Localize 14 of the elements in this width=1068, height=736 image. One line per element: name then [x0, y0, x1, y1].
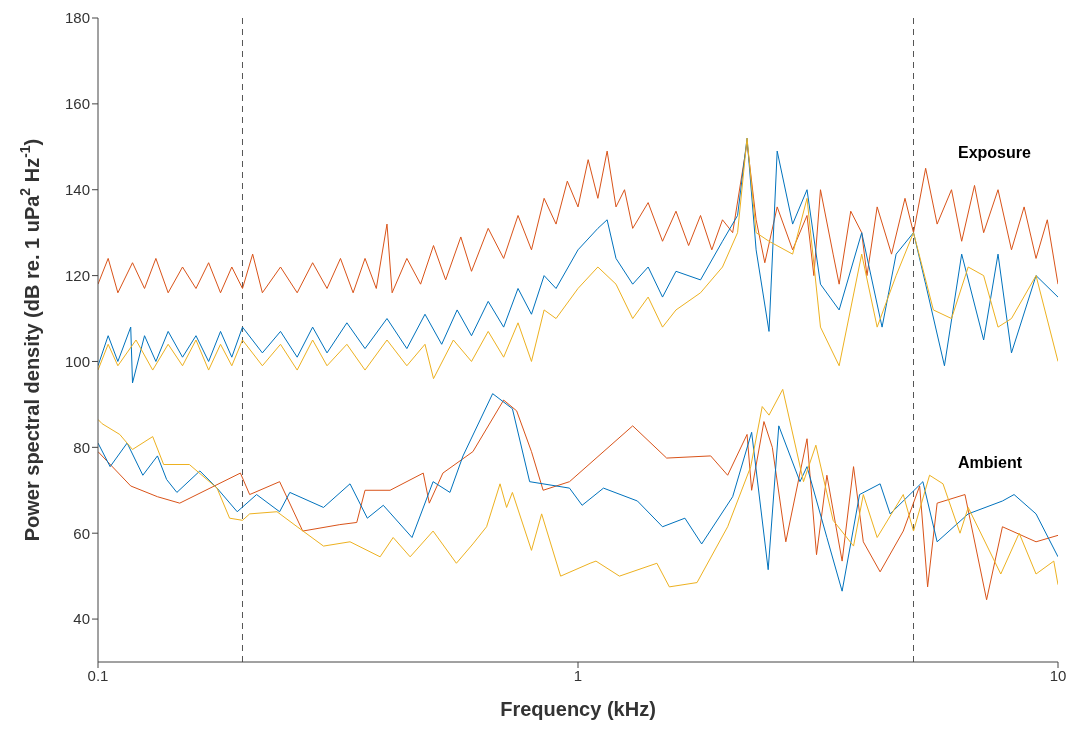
- y-tick-label: 120: [64, 266, 90, 284]
- x-axis-title: Frequency (kHz): [500, 698, 656, 720]
- y-tick-label: 100: [64, 352, 90, 370]
- annotation: Ambient: [958, 454, 1022, 472]
- y-tick-label: 40: [73, 610, 90, 628]
- y-tick-label: 80: [73, 438, 90, 456]
- x-tick-label: 10: [1049, 666, 1067, 684]
- x-tick-label: 0.1: [87, 666, 109, 684]
- y-tick-label: 160: [64, 95, 90, 113]
- annotation: Exposure: [958, 144, 1031, 162]
- y-tick-label: 180: [64, 9, 90, 27]
- x-tick-label: 1: [573, 666, 583, 684]
- y-tick-label: 140: [64, 181, 90, 199]
- y-tick-label: 60: [73, 524, 90, 542]
